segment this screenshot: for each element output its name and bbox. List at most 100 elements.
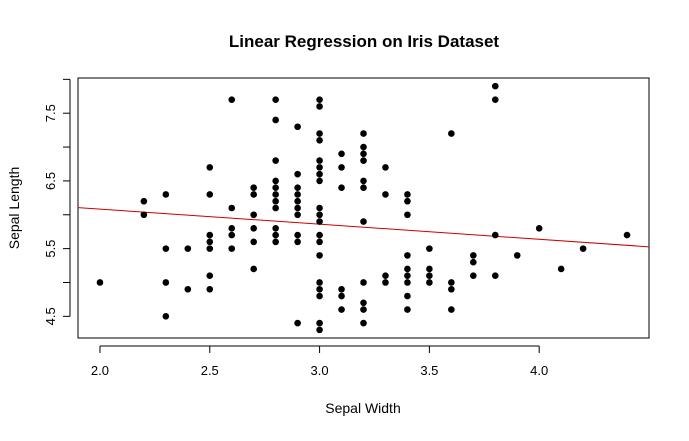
data-point (404, 272, 411, 280)
data-point (360, 306, 367, 313)
data-point (206, 285, 214, 293)
data-point (316, 136, 323, 144)
plot-frame (77, 77, 650, 339)
data-point (96, 279, 104, 286)
data-point (228, 204, 236, 212)
data-point (206, 245, 214, 252)
data-point (426, 245, 433, 252)
data-point (360, 218, 367, 225)
y-axis-label: Sepal Length (6, 167, 22, 250)
data-point (470, 272, 477, 280)
data-point (316, 204, 323, 212)
data-point (294, 170, 301, 178)
data-point (272, 96, 279, 103)
data-point (250, 225, 257, 232)
data-point (382, 164, 389, 171)
data-point (228, 231, 236, 239)
data-point (140, 197, 148, 205)
data-point (294, 319, 301, 327)
x-axis-label: Sepal Width (325, 400, 400, 416)
data-point (360, 319, 367, 327)
points-layer (96, 82, 631, 334)
data-point (316, 238, 323, 246)
data-point (272, 231, 279, 239)
data-point (250, 184, 257, 191)
data-point (316, 103, 323, 110)
data-point (470, 258, 477, 266)
data-point (426, 265, 433, 273)
data-point (294, 184, 301, 191)
data-point (294, 197, 301, 205)
data-point (316, 292, 323, 300)
data-point (294, 191, 301, 198)
data-point (162, 191, 170, 198)
data-point (404, 252, 411, 259)
data-point (448, 279, 455, 286)
data-point (206, 231, 214, 239)
data-point (272, 225, 279, 232)
data-point (316, 319, 323, 327)
data-point (404, 211, 411, 219)
data-point (426, 272, 433, 280)
data-point (404, 191, 411, 198)
data-point (316, 326, 323, 334)
data-point (184, 245, 192, 252)
regression-line (77, 207, 650, 248)
y-tick-label: 7.5 (43, 104, 58, 122)
data-point (448, 306, 455, 313)
data-point (272, 238, 279, 246)
data-point (162, 313, 170, 320)
data-point (360, 177, 367, 185)
y-tick-label: 4.5 (43, 307, 58, 325)
y-tick-label: 6.5 (43, 172, 58, 190)
data-point (294, 204, 301, 212)
data-point (404, 197, 411, 205)
x-tick-label: 3.5 (420, 363, 438, 378)
data-point (316, 177, 323, 185)
data-point (535, 225, 543, 232)
data-point (491, 231, 499, 239)
data-point (360, 157, 367, 164)
data-point (184, 285, 192, 293)
data-point (250, 191, 257, 198)
data-point (382, 272, 389, 280)
x-tick-label: 3.0 (311, 363, 329, 378)
data-point (228, 245, 236, 252)
data-point (294, 231, 301, 239)
data-point (338, 184, 345, 191)
data-point (316, 252, 323, 259)
data-point (206, 164, 214, 171)
data-point (491, 272, 499, 280)
data-point (491, 82, 499, 90)
data-point (206, 191, 214, 198)
data-point (360, 279, 367, 286)
data-point (316, 211, 323, 219)
data-point (579, 245, 587, 252)
data-point (404, 279, 411, 286)
data-point (228, 225, 236, 232)
data-point (491, 96, 499, 103)
data-point (557, 265, 565, 273)
data-point (272, 177, 279, 185)
data-point (250, 211, 257, 219)
x-tick-label: 2.5 (201, 363, 219, 378)
data-point (338, 285, 345, 293)
data-point (272, 197, 279, 205)
data-point (250, 238, 257, 246)
data-point (272, 204, 279, 212)
data-point (316, 231, 323, 239)
data-point (448, 285, 455, 293)
data-point (162, 245, 170, 252)
axes: 2.0 2.5 3.0 3.5 4.0 4.5 5.5 6.5 7.5 (43, 78, 548, 378)
data-point (470, 252, 477, 259)
x-tick-label: 2.0 (91, 363, 109, 378)
data-point (448, 130, 455, 137)
data-point (316, 279, 323, 286)
data-point (272, 116, 279, 124)
data-point (140, 211, 148, 219)
data-point (316, 164, 323, 171)
data-point (404, 292, 411, 300)
data-point (382, 279, 389, 286)
data-point (316, 130, 323, 137)
